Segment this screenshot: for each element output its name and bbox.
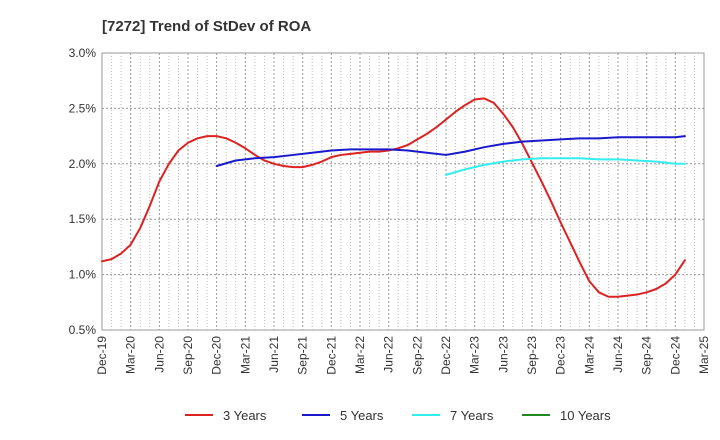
x-tick-label: Sep-20 — [181, 336, 195, 375]
x-tick-label: Mar-20 — [124, 336, 138, 374]
x-tick-label: Dec-21 — [324, 336, 338, 375]
y-tick-label: 2.0% — [69, 157, 97, 171]
chart-title: [7272] Trend of StDev of ROA — [102, 18, 311, 35]
x-tick-label: Jun-21 — [267, 336, 281, 373]
x-tick-label: Jun-23 — [496, 336, 510, 373]
x-tick-label: Dec-22 — [439, 336, 453, 375]
grid — [102, 53, 704, 330]
legend-label-7-years: 7 Years — [450, 408, 494, 423]
x-tick-label: Mar-23 — [468, 336, 482, 374]
y-tick-label: 3.0% — [69, 46, 97, 60]
legend: 3 Years 5 Years 7 Years 10 Years — [185, 408, 611, 423]
x-tick-label: Jun-24 — [611, 336, 625, 373]
series-lines — [101, 97, 686, 298]
x-tick-label: Sep-23 — [525, 336, 539, 375]
x-tick-label: Dec-20 — [210, 336, 224, 375]
x-tick-label: Dec-23 — [554, 336, 568, 375]
series-line-7-years — [445, 157, 686, 176]
legend-label-5-years: 5 Years — [340, 408, 384, 423]
y-tick-label: 1.5% — [69, 212, 97, 226]
x-tick-label: Sep-21 — [296, 336, 310, 375]
y-tick-label: 2.5% — [69, 101, 97, 115]
x-tick-label: Dec-19 — [95, 336, 109, 375]
legend-label-10-years: 10 Years — [560, 408, 611, 423]
y-axis: 0.5% 1.0% 1.5% 2.0% 2.5% 3.0% — [69, 46, 97, 337]
x-tick-label: Dec-24 — [668, 336, 682, 375]
y-tick-label: 0.5% — [69, 323, 97, 337]
x-tick-label: Sep-24 — [640, 336, 654, 375]
series-line-5-years — [215, 135, 686, 168]
x-tick-label: Mar-25 — [697, 336, 711, 374]
y-tick-label: 1.0% — [69, 268, 97, 282]
x-tick-label: Jun-20 — [152, 336, 166, 373]
x-tick-label: Mar-24 — [582, 336, 596, 374]
x-tick-label: Jun-22 — [382, 336, 396, 373]
x-tick-label: Mar-21 — [238, 336, 252, 374]
legend-label-3-years: 3 Years — [223, 408, 267, 423]
x-tick-label: Sep-22 — [410, 336, 424, 375]
x-tick-label: Mar-22 — [353, 336, 367, 374]
plot-area — [101, 52, 705, 331]
x-axis: Dec-19 Mar-20 Jun-20 Sep-20 Dec-20 Mar-21 Jun-… — [95, 336, 711, 375]
